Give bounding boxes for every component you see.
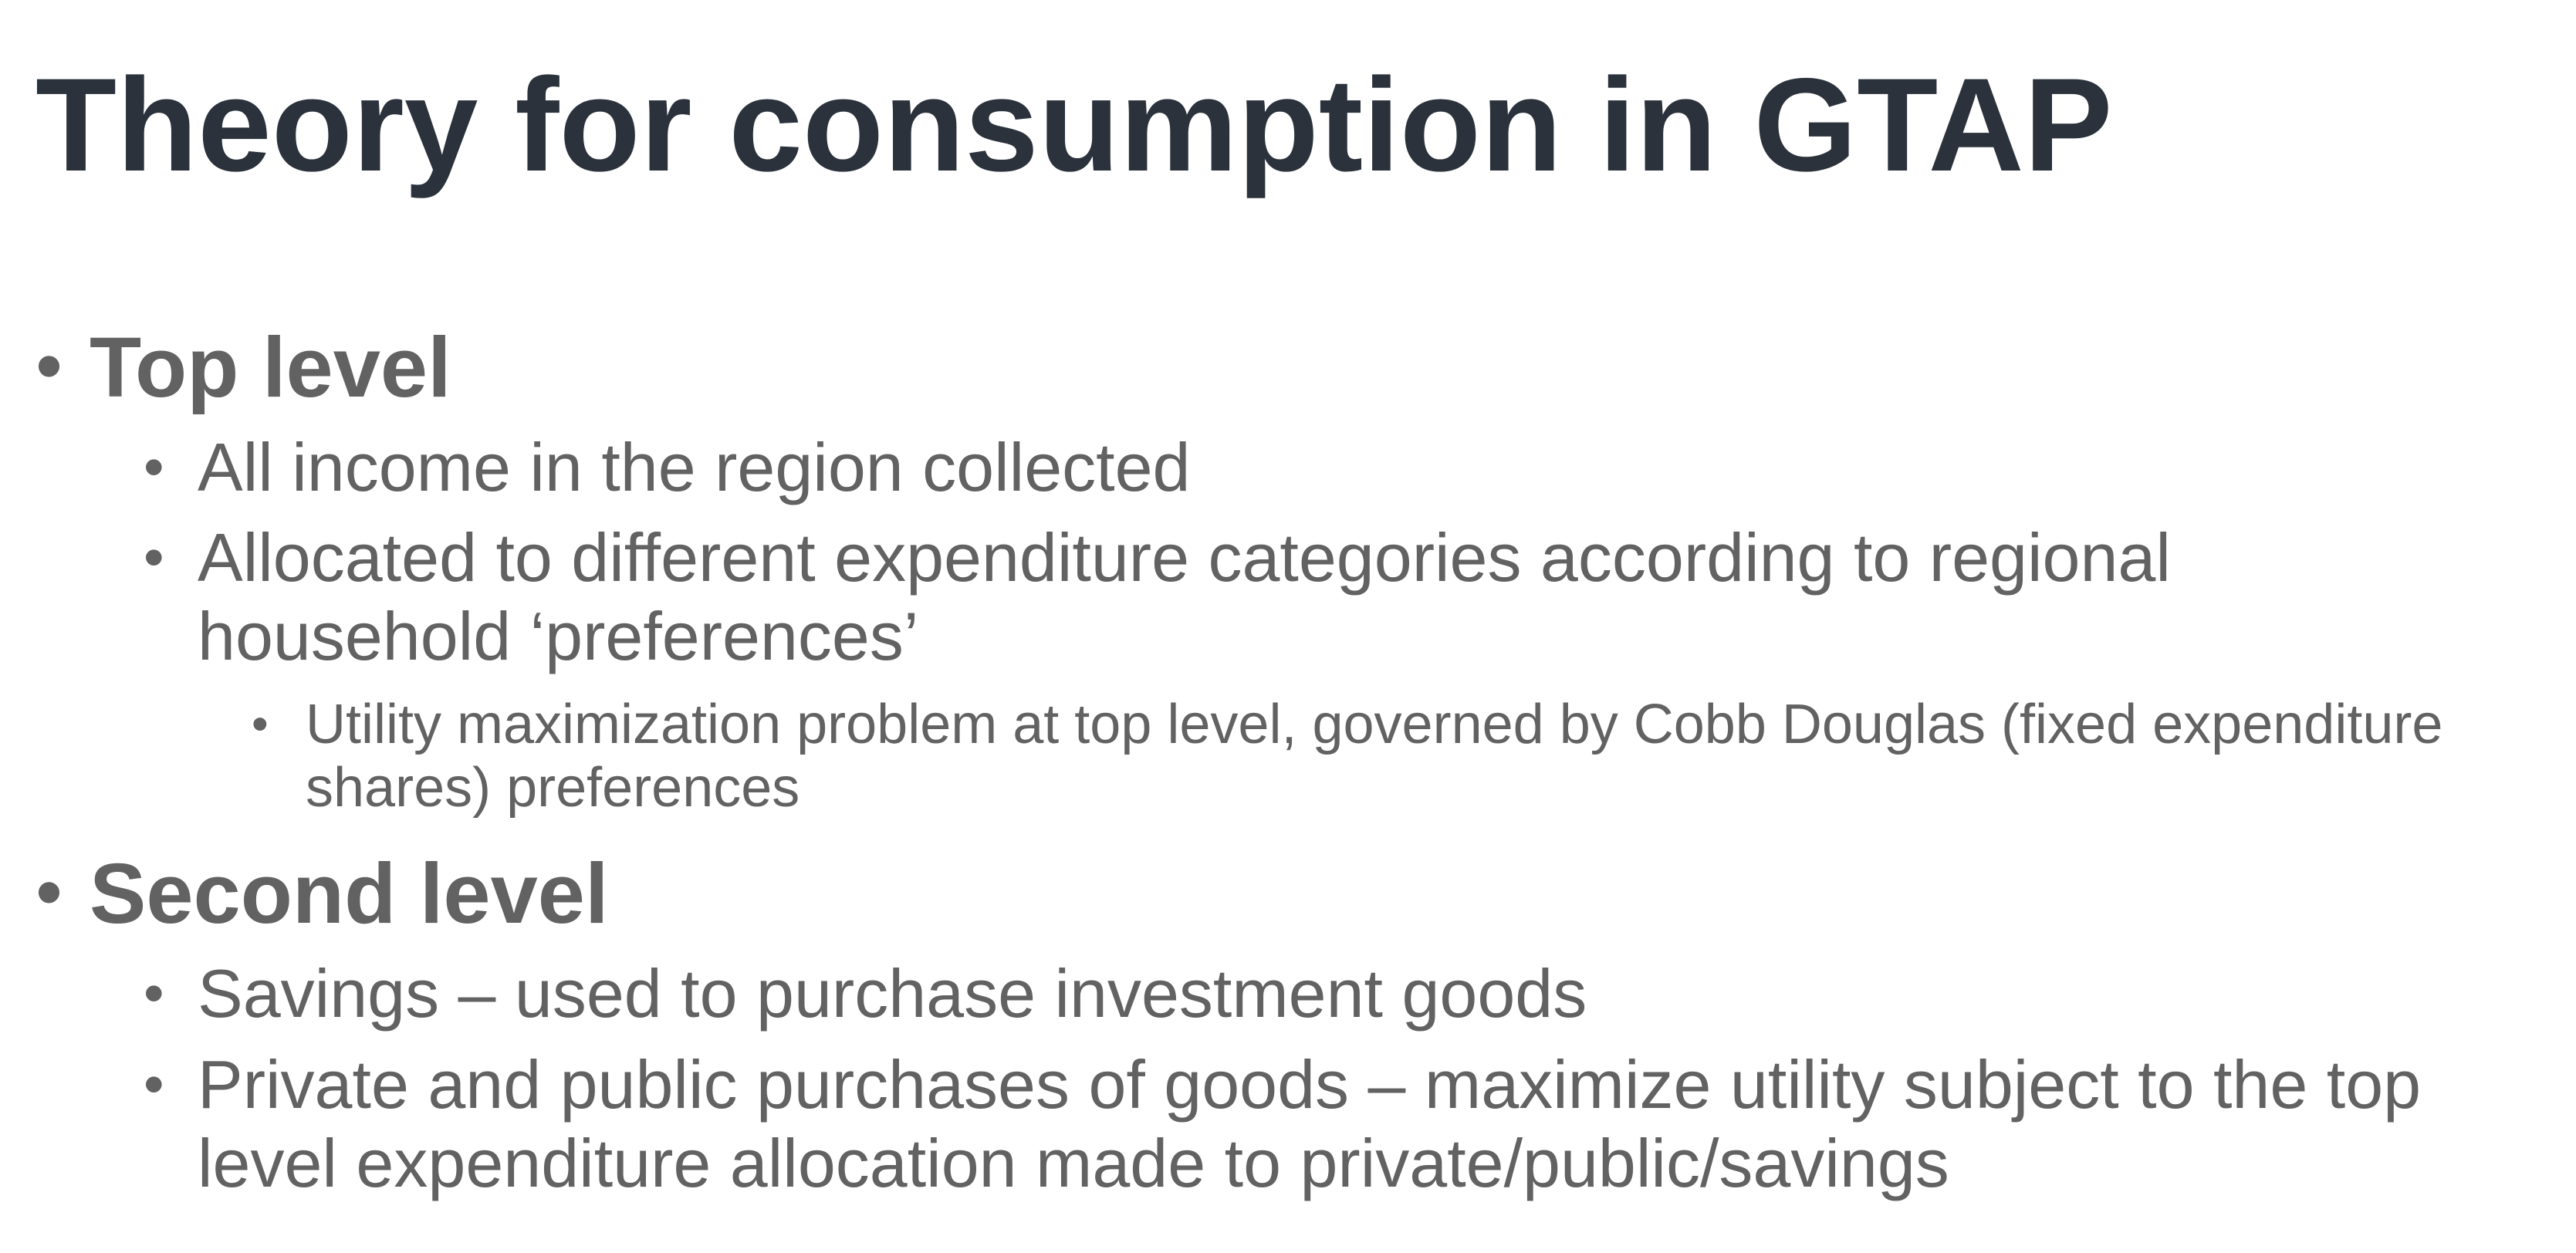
bullet-dot-icon: •: [35, 323, 63, 409]
bullet-dot-icon: •: [252, 697, 269, 751]
section-heading: Second level: [90, 846, 609, 941]
bullet-dot-icon: •: [144, 961, 164, 1026]
bullet-dot-icon: •: [144, 525, 164, 590]
bullet-dot-icon: •: [144, 434, 164, 500]
bullet-text: Allocated to different expenditure categ…: [198, 519, 2171, 674]
section-heading: Top level: [90, 320, 451, 415]
bullet-text: All income in the region collected: [198, 429, 1191, 505]
bullet-text: Private and public purchases of goods – …: [198, 1046, 2422, 1201]
slide-title: Theory for consumption in GTAP: [35, 51, 2113, 199]
bullet-text: Utility maximization problem at top leve…: [306, 694, 2443, 819]
bullet-text: Savings – used to purchase investment go…: [198, 955, 1587, 1032]
bullet-dot-icon: •: [144, 1052, 164, 1117]
bullet-dot-icon: •: [35, 849, 63, 935]
